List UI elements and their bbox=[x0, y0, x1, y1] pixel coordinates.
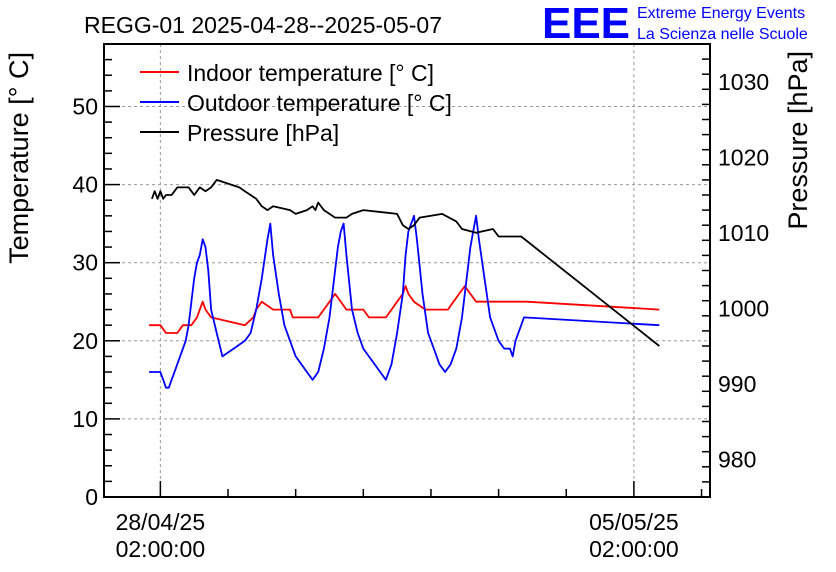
x-tick-label-1-time: 02:00:00 bbox=[589, 536, 679, 562]
legend-label-outdoor: Outdoor temperature [° C] bbox=[187, 90, 452, 116]
y-tick-label-50: 50 bbox=[72, 93, 98, 119]
legend-entry-indoor: Indoor temperature [° C] bbox=[140, 60, 434, 86]
x-tick-label-0-date: 28/04/25 bbox=[116, 509, 206, 535]
plot-area bbox=[149, 178, 660, 389]
eee-logo-line1: Extreme Energy Events bbox=[637, 5, 805, 22]
y-tick-label-0: 0 bbox=[85, 484, 98, 510]
eee-logo-line2: La Scienza nelle Scuole bbox=[637, 26, 808, 43]
y2-tick-label-980: 980 bbox=[718, 446, 756, 472]
y2-axis-label: Pressure [hPa] bbox=[783, 51, 813, 230]
chart-title: REGG-01 2025-04-28--2025-05-07 bbox=[84, 12, 442, 38]
grid-lines bbox=[104, 44, 710, 497]
y-tick-label-30: 30 bbox=[72, 250, 98, 276]
pressure-line bbox=[151, 178, 660, 347]
x-tick-label-0-time: 02:00:00 bbox=[116, 536, 206, 562]
x-tick-label-1-date: 05/05/25 bbox=[589, 509, 679, 535]
y2-tick-label-1000: 1000 bbox=[718, 295, 769, 321]
legend-entry-pressure: Pressure [hPa] bbox=[140, 120, 339, 146]
y-tick-label-40: 40 bbox=[72, 172, 98, 198]
legend: Indoor temperature [° C] Outdoor tempera… bbox=[140, 60, 452, 146]
eee-logo-mark: EEE bbox=[542, 0, 630, 48]
y-tick-label-10: 10 bbox=[72, 406, 98, 432]
outdoor-temperature-line bbox=[149, 214, 660, 389]
axes: 01020304050980990100010101020103028/04/2… bbox=[72, 43, 769, 562]
y2-tick-label-990: 990 bbox=[718, 371, 756, 397]
indoor-temperature-line bbox=[149, 285, 660, 334]
y2-tick-label-1020: 1020 bbox=[718, 144, 769, 170]
y-tick-label-20: 20 bbox=[72, 328, 98, 354]
y-axis-label: Temperature [° C] bbox=[4, 52, 34, 264]
legend-label-pressure: Pressure [hPa] bbox=[187, 120, 339, 146]
legend-entry-outdoor: Outdoor temperature [° C] bbox=[140, 90, 452, 116]
y2-tick-label-1030: 1030 bbox=[718, 69, 769, 95]
eee-logo: EEE Extreme Energy Events La Scienza nel… bbox=[542, 0, 808, 48]
y2-tick-label-1010: 1010 bbox=[718, 220, 769, 246]
legend-label-indoor: Indoor temperature [° C] bbox=[187, 60, 434, 86]
